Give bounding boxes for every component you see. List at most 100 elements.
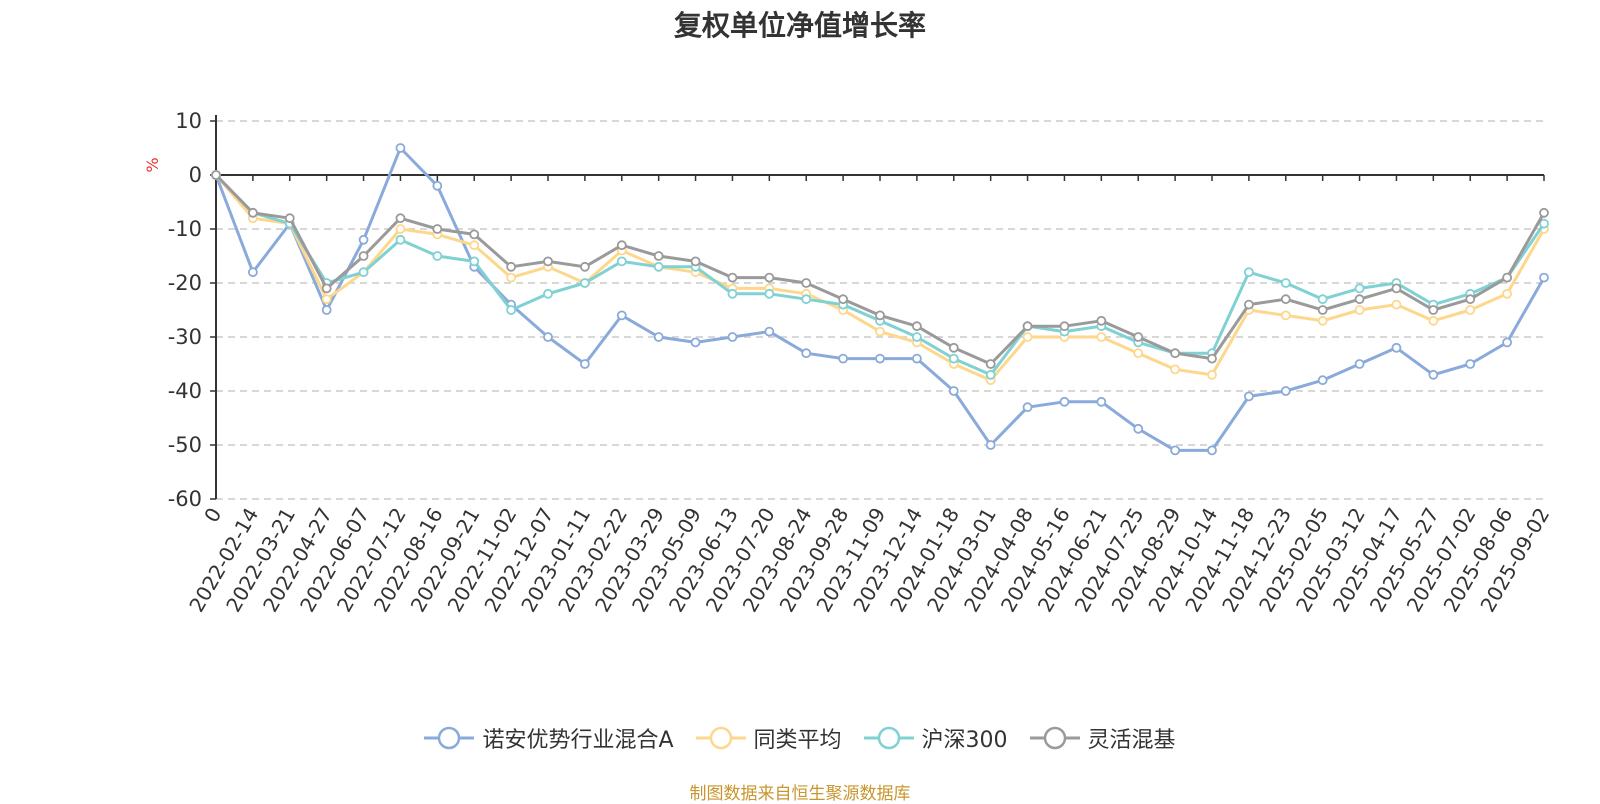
series-point-3 <box>469 256 480 267</box>
series-point-3 <box>801 294 812 305</box>
series-point-1 <box>1059 396 1070 407</box>
series-point-4 <box>801 278 812 288</box>
series-point-3 <box>985 369 996 380</box>
series-point-4 <box>764 272 775 283</box>
series-layer <box>211 143 1549 456</box>
series-point-4 <box>543 256 553 267</box>
x-tick-label: 0 <box>199 504 226 527</box>
series-point-1 <box>764 326 775 337</box>
series-point-4 <box>1059 321 1070 332</box>
series-point-2 <box>1317 315 1328 326</box>
series-point-4 <box>727 272 738 283</box>
y-tick-label: -30 <box>168 325 202 349</box>
series-point-4 <box>1280 294 1291 305</box>
series-point-3 <box>1317 294 1328 305</box>
series-point-4 <box>690 256 701 267</box>
series-point-4 <box>1502 272 1513 283</box>
y-tick-label: -60 <box>168 487 202 511</box>
series-point-3 <box>358 267 369 278</box>
legend-item-1[interactable]: 诺安优势行业混合A <box>424 722 674 754</box>
source-note: 制图数据来自恒生聚源数据库 <box>689 784 911 804</box>
series-point-1 <box>653 332 664 342</box>
series-point-3 <box>948 353 959 364</box>
series-point-4 <box>1170 348 1181 359</box>
series-point-4 <box>875 310 885 321</box>
series-point-4 <box>395 213 406 224</box>
series-point-2 <box>1391 299 1402 310</box>
series-point-4 <box>1428 305 1439 315</box>
series-point-3 <box>653 261 664 272</box>
series-point-4 <box>1243 299 1254 310</box>
series-point-4 <box>1391 283 1402 294</box>
series-point-3 <box>543 288 553 299</box>
series-point-1 <box>1539 272 1549 283</box>
series-point-4 <box>506 261 517 272</box>
series-point-2 <box>1207 369 1217 380</box>
series-point-1 <box>1391 342 1402 353</box>
series-point-3 <box>727 288 738 299</box>
legend-label: 诺安优势行业混合A <box>482 728 674 753</box>
series-point-4 <box>1133 332 1144 342</box>
series-point-1 <box>1170 445 1181 456</box>
series-point-4 <box>1539 207 1549 218</box>
series-point-3 <box>911 332 922 342</box>
series-point-1 <box>543 332 553 342</box>
series-point-1 <box>911 353 922 364</box>
series-point-1 <box>1133 423 1144 434</box>
series-point-1 <box>579 359 590 369</box>
label-layer: 100-10-20-30-40-50-60%02022-02-142022-03… <box>143 109 1554 616</box>
legend-label: 灵活混基 <box>1087 728 1176 753</box>
legend-label: 同类平均 <box>753 728 842 753</box>
series-point-1 <box>1022 402 1033 413</box>
y-tick-label: -40 <box>168 379 202 403</box>
series-point-1 <box>801 348 812 359</box>
series-point-1 <box>1280 386 1291 396</box>
series-point-4 <box>1207 353 1217 364</box>
legend-item-2[interactable]: 同类平均 <box>695 722 842 754</box>
series-point-4 <box>616 240 627 251</box>
series-point-4 <box>838 294 849 305</box>
series-line-2 <box>214 173 1546 382</box>
series-point-1 <box>395 143 406 153</box>
series-point-2 <box>395 224 406 234</box>
series-point-3 <box>616 256 627 267</box>
legend-swatch-icon <box>424 726 475 750</box>
series-point-3 <box>579 278 590 288</box>
series-point-1 <box>358 234 369 245</box>
series-point-4 <box>432 224 443 234</box>
series-point-1 <box>1428 369 1439 380</box>
series-point-1 <box>985 440 996 450</box>
y-axis-label: % <box>143 157 162 172</box>
series-point-1 <box>727 332 738 342</box>
series-point-4 <box>1317 305 1328 315</box>
line-chart: 100-10-20-30-40-50-60%02022-02-142022-03… <box>143 109 1554 616</box>
series-point-2 <box>321 294 332 305</box>
series-point-1 <box>948 386 959 396</box>
series-line-3 <box>214 173 1546 377</box>
series-point-4 <box>321 283 332 294</box>
series-point-3 <box>764 288 775 299</box>
axis-layer <box>210 115 1545 500</box>
series-point-1 <box>1096 396 1107 407</box>
series-point-1 <box>875 353 885 364</box>
series-point-1 <box>432 180 443 191</box>
series-point-4 <box>284 213 295 224</box>
series-point-3 <box>395 234 406 245</box>
legend: 诺安优势行业混合A 同类平均 沪深300 灵活混基 <box>0 722 1600 754</box>
series-point-2 <box>1280 310 1291 321</box>
series-point-2 <box>1133 348 1144 359</box>
y-tick-label: -10 <box>168 217 202 241</box>
series-point-2 <box>1354 305 1365 315</box>
series-point-3 <box>506 305 517 315</box>
series-point-2 <box>469 240 480 251</box>
series-point-4 <box>911 321 922 332</box>
y-tick-label: 10 <box>175 109 202 133</box>
legend-item-4[interactable]: 灵活混基 <box>1029 722 1176 754</box>
series-point-1 <box>1317 375 1328 386</box>
series-point-4 <box>211 170 221 180</box>
series-point-1 <box>1465 359 1476 369</box>
series-point-4 <box>247 207 258 218</box>
legend-item-3[interactable]: 沪深300 <box>863 722 1008 754</box>
series-point-4 <box>1022 321 1033 332</box>
series-point-3 <box>1280 278 1291 288</box>
